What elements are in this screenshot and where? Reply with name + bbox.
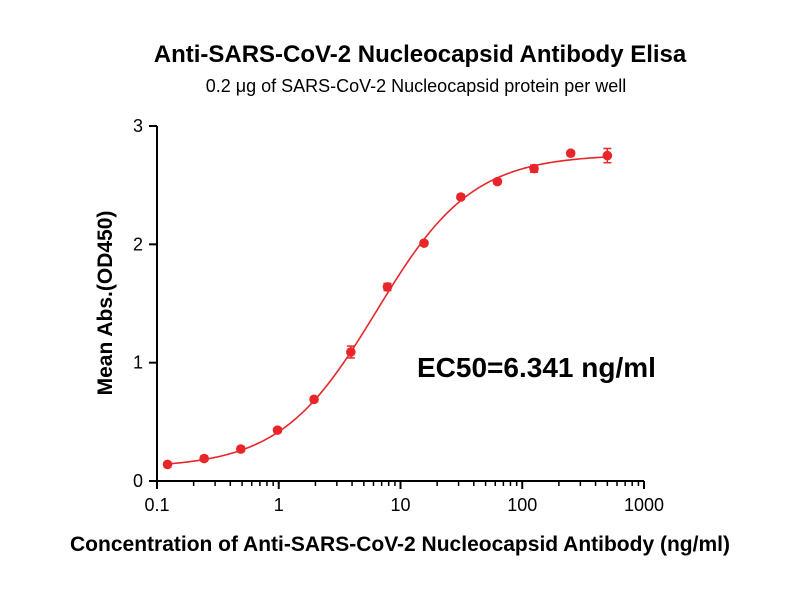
data-point — [309, 394, 319, 405]
chart-subtitle: 0.2 μg of SARS-CoV-2 Nucleocapsid protei… — [206, 76, 627, 96]
x-tick-label: 100 — [507, 495, 537, 515]
data-point — [382, 282, 393, 292]
x-tick-label: 10 — [390, 495, 410, 515]
data-points — [162, 148, 613, 470]
x-tick-label: 0.1 — [144, 495, 169, 515]
x-ticks: 0.1 1 10 100 1000 — [144, 481, 664, 515]
y-tick-label: 1 — [133, 353, 143, 373]
data-point — [272, 425, 283, 435]
y-axis-label: Mean Abs.(OD450) — [94, 211, 117, 396]
axes — [156, 126, 644, 482]
y-tick-label: 3 — [133, 116, 143, 136]
data-point — [602, 150, 613, 161]
x-axis-label: Concentration of Anti-SARS-CoV-2 Nucleoc… — [70, 533, 730, 556]
fit-curve — [167, 156, 608, 465]
error-bars — [163, 147, 612, 468]
data-point — [236, 444, 246, 454]
data-point — [529, 163, 539, 174]
data-point — [346, 347, 356, 357]
chart-title: Anti-SARS-CoV-2 Nucleocapsid Antibody El… — [154, 41, 687, 68]
ec50-annotation: EC50=6.341 ng/ml — [417, 352, 656, 383]
x-tick-label: 1 — [274, 495, 284, 515]
data-point — [162, 459, 173, 470]
data-point — [456, 192, 466, 202]
data-point — [199, 453, 209, 464]
y-tick-label: 0 — [133, 471, 143, 491]
data-point — [419, 238, 429, 248]
y-tick-label: 2 — [133, 234, 143, 254]
x-tick-label: 1000 — [624, 495, 664, 515]
data-point — [492, 176, 503, 187]
data-point — [565, 148, 576, 159]
y-ticks: 0 1 2 3 — [133, 116, 157, 491]
